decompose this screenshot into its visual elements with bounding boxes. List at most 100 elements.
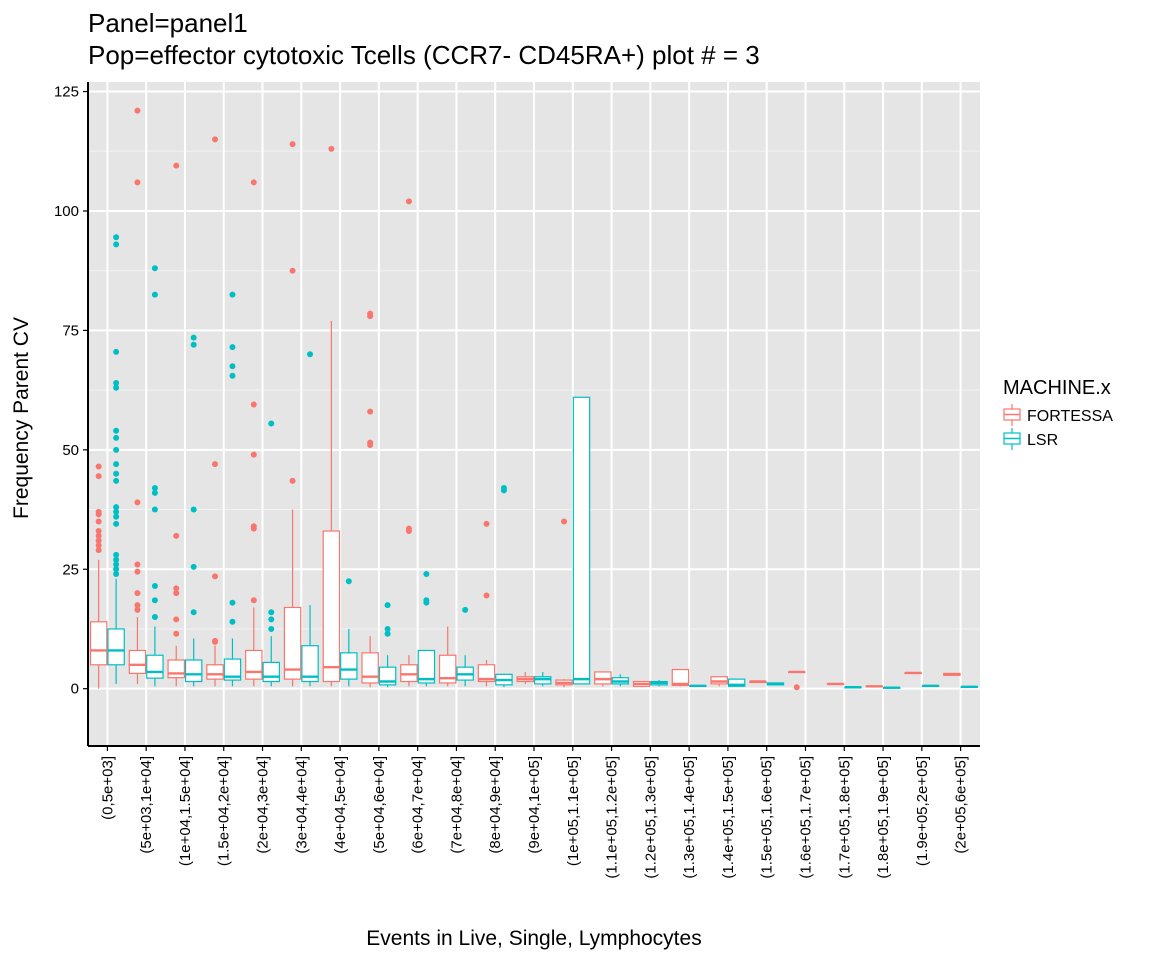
box-iqr: [671, 668, 690, 686]
outlier-point: [793, 684, 800, 691]
outlier-point: [173, 630, 180, 637]
outlier-point: [95, 528, 102, 535]
outlier-point: [113, 234, 120, 241]
legend-item-lsr: LSR: [1003, 428, 1058, 450]
outlier-point: [173, 590, 180, 597]
outlier-point: [483, 520, 490, 527]
outlier-point: [113, 477, 120, 484]
box-fortessa: [322, 145, 341, 687]
outlier-point: [229, 291, 236, 298]
outlier-point: [250, 523, 257, 530]
outlier-point: [95, 532, 102, 539]
outlier-point: [190, 341, 197, 348]
box-iqr: [245, 649, 263, 680]
outlier-point: [190, 334, 197, 341]
outlier-point: [190, 609, 197, 616]
box-fortessa: [89, 463, 108, 689]
outlier-point: [113, 566, 120, 573]
outlier-point: [405, 525, 412, 532]
box-iqr: [727, 678, 746, 687]
box-fortessa: [206, 136, 224, 687]
box-lsr: [727, 678, 746, 687]
outlier-point: [229, 618, 236, 625]
chart-title-line1: Panel=panel1: [88, 8, 248, 38]
box-fortessa: [904, 671, 922, 675]
box-iqr: [146, 654, 164, 679]
box-lsr: [533, 671, 552, 687]
outlier-point: [367, 310, 374, 317]
outlier-point: [134, 179, 141, 186]
outlier-point: [384, 625, 391, 632]
box-fortessa: [477, 520, 496, 687]
outlier-point: [345, 578, 352, 585]
outlier-point: [113, 470, 120, 477]
box-fortessa: [943, 672, 961, 676]
x-tick-label: (1.9e+05,2e+05]: [914, 756, 931, 866]
x-tick-label: (1.6e+05,1.7e+05]: [797, 756, 814, 879]
outlier-point: [113, 379, 120, 386]
outlier-point: [229, 599, 236, 606]
box-iqr: [262, 661, 280, 683]
box-fortessa: [400, 198, 418, 687]
box-lsr: [456, 606, 474, 687]
box-lsr: [572, 396, 591, 685]
outlier-point: [113, 384, 120, 391]
outlier-point: [95, 508, 102, 515]
outlier-point: [212, 573, 219, 580]
outlier-point: [113, 513, 120, 520]
box-fortessa: [128, 107, 147, 684]
outlier-point: [113, 508, 120, 515]
legend: MACHINE.x FORTESSA LSR: [1003, 377, 1113, 450]
box-fortessa: [245, 179, 263, 687]
outlier-point: [113, 556, 120, 563]
box-lsr: [417, 571, 436, 687]
outlier-point: [134, 606, 141, 613]
outlier-point: [384, 630, 391, 637]
series-fortessa: [89, 107, 961, 691]
y-tick-label: 25: [62, 561, 79, 578]
y-tick-label: 125: [54, 84, 79, 101]
box-fortessa: [826, 682, 845, 686]
outlier-point: [95, 473, 102, 480]
box-fortessa: [749, 680, 767, 684]
x-tick-label: (1.7e+05,1.8e+05]: [836, 756, 853, 879]
outlier-point: [151, 489, 158, 496]
box-lsr: [301, 351, 319, 687]
outlier-point: [268, 625, 275, 632]
box-lsr: [611, 674, 630, 687]
box-iqr: [206, 664, 224, 680]
x-tick-label: (9e+04,1e+05]: [526, 756, 543, 854]
y-tick-label: 75: [62, 322, 79, 339]
outlier-point: [250, 401, 257, 408]
outlier-point: [113, 241, 120, 248]
box-lsr: [146, 265, 164, 687]
outlier-point: [95, 463, 102, 470]
y-axis-title: Frequency Parent CV: [10, 317, 33, 519]
outlier-point: [113, 348, 120, 355]
box-iqr: [417, 649, 436, 684]
legend-label: FORTESSA: [1027, 408, 1113, 425]
outlier-point: [229, 363, 236, 370]
outlier-point: [113, 427, 120, 434]
box-fortessa: [438, 626, 457, 687]
outlier-point: [250, 179, 257, 186]
legend-item-fortessa: FORTESSA: [1003, 404, 1113, 426]
outlier-point: [229, 344, 236, 351]
outlier-point: [151, 506, 158, 513]
outlier-point: [307, 351, 314, 358]
x-tick-label: (1.3e+05,1.4e+05]: [681, 756, 698, 879]
box-lsr: [689, 684, 707, 688]
x-tick-label: (1.8e+05,1.9e+05]: [875, 756, 892, 879]
outlier-point: [113, 561, 120, 568]
outlier-point: [328, 145, 335, 152]
outlier-point: [561, 518, 568, 525]
x-tick-label: (1.4e+05,1.5e+05]: [720, 756, 737, 879]
x-tick-label: (1e+05,1.1e+05]: [565, 756, 582, 866]
box-iqr: [184, 659, 203, 683]
outlier-point: [229, 372, 236, 379]
outlier-point: [113, 571, 120, 578]
outlier-point: [151, 597, 158, 604]
x-tick-labels: (0,5e+03] (5e+03,1e+04] (1e+04,1.5e+04] (1.…: [99, 746, 970, 879]
box-fortessa: [516, 671, 535, 684]
